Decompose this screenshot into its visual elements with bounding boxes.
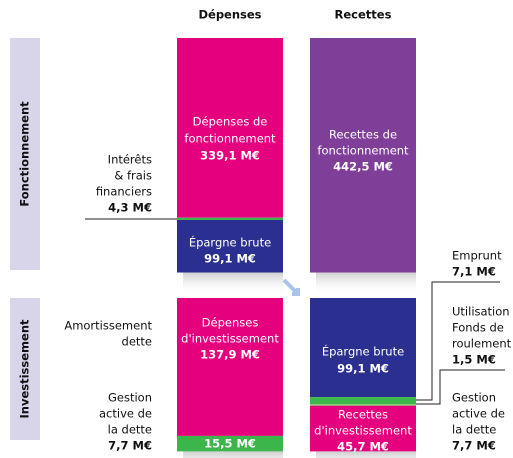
block — [310, 404, 416, 406]
block — [310, 298, 416, 398]
block — [310, 405, 416, 452]
value-label: 45,7 M€ — [337, 440, 389, 454]
leader-line — [416, 369, 505, 405]
block — [310, 397, 416, 405]
value-label: 137,9 M€ — [200, 348, 260, 362]
section-band — [10, 298, 40, 440]
column-header: Recettes — [335, 8, 392, 22]
label: Emprunt — [452, 249, 502, 263]
value-label: 15,5 M€ — [204, 437, 256, 451]
labels: Dépenses de fonctionnement 339,1 M€ Épar… — [64, 115, 511, 454]
label: Recettes de — [329, 128, 397, 142]
value-label: 7,7 M€ — [108, 439, 152, 453]
value-label: 99,1 M€ — [204, 252, 256, 266]
section-label: Fonctionnement — [18, 101, 32, 207]
block — [177, 220, 283, 273]
label: Utilisation — [452, 305, 510, 319]
label: la dette — [108, 423, 152, 437]
label: fonctionnement — [317, 144, 409, 158]
value-label: 7,1 M€ — [452, 265, 496, 279]
value-label: 4,3 M€ — [108, 201, 152, 215]
block — [177, 298, 283, 436]
section-label: Investissement — [18, 319, 32, 419]
label: dette — [122, 335, 152, 349]
arrow — [282, 278, 300, 296]
block — [177, 38, 283, 218]
label: Gestion — [108, 391, 152, 405]
label: Intérêts — [108, 153, 152, 167]
label: active de — [99, 407, 152, 421]
value-label: 1,5 M€ — [452, 353, 496, 367]
value-label: 339,1 M€ — [200, 149, 260, 163]
label: Épargne brute — [322, 344, 404, 359]
label: Dépenses de — [193, 115, 268, 129]
label: & frais — [114, 169, 152, 183]
block — [177, 435, 283, 452]
label: d'investissement — [314, 424, 412, 438]
label: Épargne brute — [189, 235, 271, 250]
blocks — [177, 38, 416, 458]
value-label: 99,1 M€ — [337, 362, 389, 376]
label: Gestion — [452, 391, 496, 405]
label: financiers — [96, 185, 152, 199]
label: Recettes — [338, 408, 388, 422]
label: Fonds de — [452, 321, 504, 335]
label: Dépenses — [202, 316, 259, 330]
label: Amortissement — [64, 319, 152, 333]
label: fonctionnement — [184, 132, 276, 146]
shadow — [316, 272, 416, 295]
value-label: 7,7 M€ — [452, 439, 496, 453]
value-label: 442,5 M€ — [333, 160, 393, 174]
column-header: Dépenses — [198, 8, 261, 22]
shadow — [316, 451, 416, 458]
label: roulement — [452, 337, 512, 351]
shadow — [183, 272, 283, 295]
block — [310, 38, 416, 273]
shadow — [183, 451, 283, 458]
label: active de — [452, 407, 505, 421]
block — [177, 217, 283, 221]
leader-line — [416, 281, 500, 401]
section-band — [10, 38, 40, 270]
label: d'investissement — [181, 332, 279, 346]
label: la dette — [452, 423, 496, 437]
